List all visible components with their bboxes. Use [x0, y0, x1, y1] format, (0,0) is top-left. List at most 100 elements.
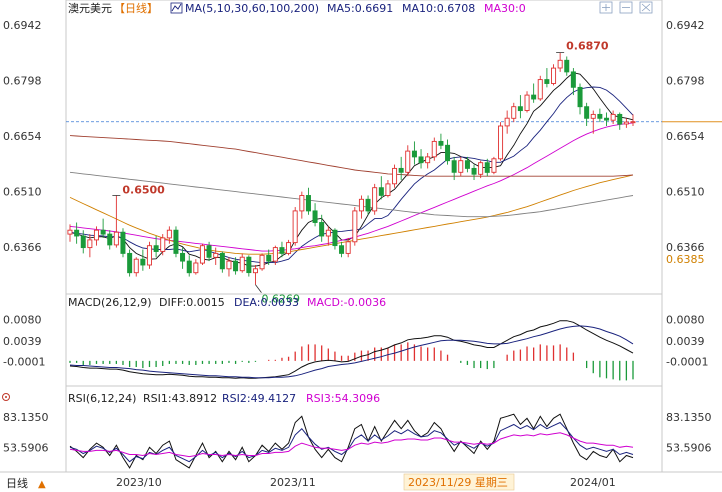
macd-params: MACD(26,12,9)	[68, 296, 152, 309]
main-header: 澳元美元 【日线】 MA(5,10,30,60,100,200) MA5:0.6…	[68, 1, 526, 15]
macd-tick-left: 0.0080	[3, 314, 42, 327]
candle	[332, 228, 338, 250]
candle	[180, 247, 186, 269]
svg-text:0.6269: 0.6269	[261, 293, 300, 306]
candle	[186, 255, 192, 277]
candle	[385, 180, 391, 198]
period-label[interactable]: 【日线】	[114, 1, 158, 15]
candle	[557, 52, 563, 72]
candle	[365, 195, 371, 215]
candle	[630, 114, 636, 126]
candle	[564, 56, 570, 76]
candle	[133, 257, 139, 277]
ma5-value: MA5:0.6691	[327, 2, 393, 15]
rsi3-value: RSI3:54.3096	[306, 392, 380, 405]
price-tick-right: 0.6942	[666, 19, 705, 32]
cursor-date-label: 2023/11/29 星期三	[408, 476, 508, 489]
candle	[299, 191, 305, 219]
candle	[233, 257, 239, 275]
candle	[604, 112, 610, 126]
diff-line	[69, 320, 634, 379]
candle	[153, 236, 159, 258]
candle	[623, 118, 629, 128]
toolbar-icons	[599, 1, 653, 14]
period-button-label: 日线	[6, 476, 28, 490]
annotation-low: 0.6269	[255, 284, 300, 306]
close-icon[interactable]	[639, 1, 653, 14]
candle	[405, 145, 411, 177]
macd-tick-right: 0.0039	[666, 335, 705, 348]
svg-text:0.6870: 0.6870	[566, 40, 609, 53]
price-tick-left: 0.6654	[3, 130, 42, 143]
period-button[interactable]: 日线 ▲	[2, 475, 64, 490]
price-tick-right: 0.6366	[666, 241, 705, 254]
candle	[279, 241, 285, 258]
rsi2-line	[69, 421, 634, 463]
expand-icon[interactable]	[599, 1, 613, 14]
candle	[471, 164, 477, 181]
price-tick-right: 0.6798	[666, 74, 705, 87]
macd-macd-value: MACD:-0.0036	[307, 296, 386, 309]
candle	[286, 239, 292, 256]
candle	[206, 241, 212, 262]
candle	[504, 110, 510, 134]
candle	[378, 176, 384, 200]
candle	[392, 164, 398, 188]
candle	[193, 259, 199, 275]
period-arrow-icon: ▲	[38, 479, 46, 490]
cursor-date-box	[403, 473, 515, 491]
candle	[398, 156, 404, 181]
candle	[120, 228, 126, 258]
macd-lines	[69, 320, 634, 379]
ma100-line	[69, 135, 634, 177]
candle	[498, 122, 504, 161]
candle	[524, 91, 530, 113]
ma-indicator-icon[interactable]	[170, 2, 183, 14]
price-tick-right: 0.6654	[666, 130, 705, 143]
price-tick-left: 0.6366	[3, 241, 42, 254]
candle	[259, 253, 265, 271]
candle	[266, 249, 272, 265]
candle	[511, 102, 517, 123]
rsi-header: RSI(6,12,24) RSI1:43.8912 RSI2:49.4127 R…	[68, 392, 380, 405]
candle	[544, 68, 550, 88]
price-tick-left: 0.6942	[3, 19, 42, 32]
rsi-tick-right: 83.1350	[666, 411, 712, 424]
candle	[537, 75, 543, 101]
rsi-settings-icon[interactable]	[2, 393, 10, 401]
candle	[590, 110, 596, 134]
rsi-tick-right: 53.5906	[666, 442, 712, 455]
main-y-axis: 0.6942 0.6942 0.6798 0.6798 0.6654 0.6654 0.65…	[3, 19, 705, 254]
candle	[617, 112, 623, 130]
svg-text:0.6500: 0.6500	[122, 183, 165, 196]
candle	[345, 237, 351, 258]
candle	[305, 187, 311, 215]
symbol-title: 澳元美元	[68, 2, 112, 15]
candle	[431, 137, 437, 161]
candle	[246, 255, 252, 277]
dea-line	[69, 325, 634, 379]
candle	[352, 207, 358, 246]
macd-tick-right: -0.0001	[666, 355, 708, 368]
candle	[484, 158, 490, 177]
candle	[478, 160, 484, 179]
ma10-line	[69, 86, 634, 264]
candle	[325, 226, 331, 246]
candle	[372, 183, 378, 215]
candle	[80, 230, 86, 254]
candle	[100, 218, 106, 238]
rsi-lines	[69, 413, 634, 469]
candle	[272, 245, 278, 265]
candle	[597, 108, 603, 123]
candle	[127, 249, 133, 277]
candle	[160, 234, 166, 256]
macd-dea-value: DEA:0.0033	[234, 296, 299, 309]
candle	[438, 133, 444, 150]
candle	[517, 95, 523, 119]
minimize-icon[interactable]	[619, 1, 633, 14]
price-tick-left: 0.6798	[3, 74, 42, 87]
candle	[113, 195, 119, 248]
candle	[67, 224, 73, 242]
candle	[411, 141, 417, 165]
